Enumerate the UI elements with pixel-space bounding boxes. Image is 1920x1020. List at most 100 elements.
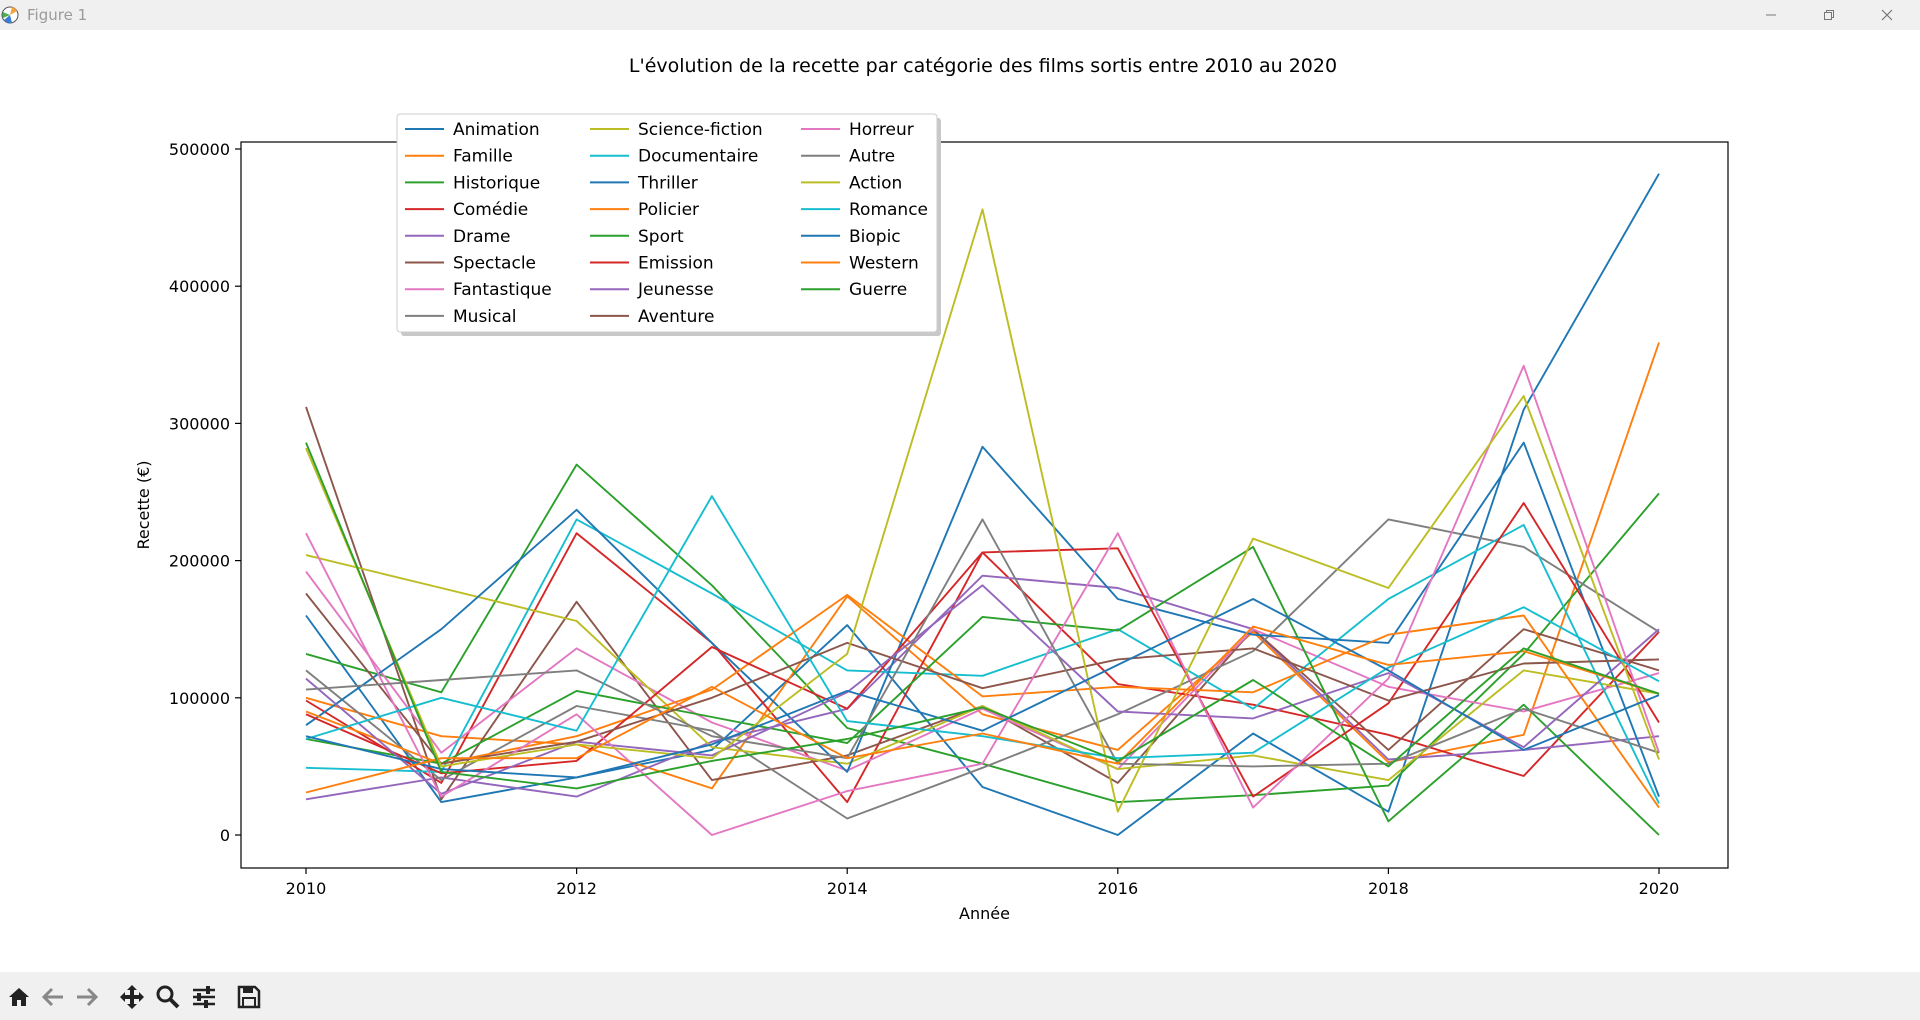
legend-label: Western (849, 254, 919, 274)
legend-label: Policier (638, 200, 699, 220)
figure-canvas: L'évolution de la recette par catégorie … (0, 30, 1920, 972)
x-tick-label: 2016 (1097, 879, 1138, 898)
zoom-icon (156, 985, 180, 1009)
matplotlib-app-icon (1, 6, 19, 24)
y-axis-label: Recette (€) (134, 460, 153, 549)
legend-item: Horreur (801, 120, 914, 140)
back-icon (41, 987, 63, 1007)
legend-item: Musical (405, 307, 517, 327)
configure-icon (193, 986, 215, 1008)
close-icon (1881, 9, 1893, 21)
legend-label: Drame (453, 227, 511, 247)
restore-icon (1824, 10, 1834, 20)
pan-icon (120, 985, 144, 1009)
y-tick-label: 0 (220, 826, 230, 845)
legend-label: Fantastique (453, 280, 552, 300)
save-button[interactable] (232, 980, 266, 1014)
navigation-toolbar (0, 972, 1920, 1020)
series-line-musical (305, 518, 1660, 820)
series-line-animation (305, 173, 1660, 836)
series-line-historique (305, 463, 1660, 804)
legend-item: Sport (590, 227, 684, 247)
legend-label: Romance (849, 200, 928, 220)
legend-item: Historique (405, 173, 540, 193)
series-line-biopic (305, 598, 1660, 779)
series-line-policier (305, 593, 1660, 809)
x-tick-label: 2020 (1639, 879, 1680, 898)
series-line-drame (305, 574, 1660, 801)
legend-label: Musical (453, 307, 517, 327)
legend-label: Documentaire (638, 147, 758, 167)
legend-box (396, 113, 938, 333)
legend-item: Jeunesse (590, 280, 714, 300)
back-button[interactable] (36, 980, 70, 1014)
series-line-sport (305, 545, 1660, 836)
y-tick-label: 200000 (169, 552, 230, 571)
series-line-western (305, 625, 1660, 794)
legend-label: Historique (453, 173, 540, 193)
configure-button[interactable] (187, 980, 221, 1014)
y-tick-label: 300000 (169, 414, 230, 433)
line-chart: L'évolution de la recette par catégorie … (134, 55, 1729, 923)
legend-label: Comédie (453, 200, 528, 220)
series-line-romance (305, 495, 1660, 760)
legend-item: Policier (590, 200, 699, 220)
home-icon (9, 988, 29, 1006)
legend-label: Jeunesse (637, 280, 714, 300)
legend-item: Drame (405, 227, 511, 247)
legend-item: Documentaire (590, 147, 758, 167)
y-tick-label: 100000 (169, 689, 230, 708)
series-line-fantastique (305, 571, 1660, 772)
series-line-emission (305, 502, 1660, 798)
series-line-aventure (305, 592, 1660, 765)
legend-item: Fantastique (405, 280, 552, 300)
x-axis-label: Année (959, 904, 1010, 923)
legend-item: Action (801, 173, 902, 193)
legend-item: Autre (801, 147, 895, 167)
y-tick-label: 500000 (169, 140, 230, 159)
legend-item: Comédie (405, 200, 528, 220)
legend-item: Thriller (590, 173, 698, 193)
legend-item: Biopic (801, 227, 901, 247)
legend-item: Spectacle (405, 254, 536, 274)
minimize-icon (1766, 14, 1776, 16)
zoom-button[interactable] (151, 980, 185, 1014)
legend-label: Thriller (637, 173, 698, 193)
legend-item: Guerre (801, 280, 907, 300)
x-tick-label: 2010 (286, 879, 327, 898)
x-tick-label: 2012 (556, 879, 597, 898)
series-line-horreur (305, 364, 1660, 836)
home-button[interactable] (2, 980, 36, 1014)
legend-label: Autre (849, 147, 895, 167)
window-title: Figure 1 (27, 6, 88, 24)
legend-label: Science-fiction (638, 120, 763, 140)
legend-item: Famille (405, 147, 513, 167)
legend-label: Horreur (849, 120, 914, 140)
legend-label: Sport (638, 227, 684, 247)
legend-label: Guerre (849, 280, 907, 300)
forward-button[interactable] (70, 980, 104, 1014)
series-group (305, 173, 1660, 836)
pan-button[interactable] (115, 980, 149, 1014)
restore-button[interactable] (1806, 0, 1852, 30)
legend-item: Aventure (590, 307, 714, 327)
legend-label: Aventure (638, 307, 714, 327)
legend-label: Animation (453, 120, 540, 140)
series-line-science-fiction (305, 554, 1660, 782)
series-line-famille (305, 342, 1660, 790)
legend-item: Western (801, 254, 919, 274)
save-icon (237, 985, 261, 1009)
close-button[interactable] (1864, 0, 1910, 30)
minimize-button[interactable] (1748, 0, 1794, 30)
x-tick-label: 2018 (1368, 879, 1409, 898)
series-line-documentaire (305, 518, 1660, 804)
legend-item: Emission (590, 254, 714, 274)
legend-item: Science-fiction (590, 120, 763, 140)
window-titlebar: Figure 1 (0, 0, 1920, 30)
legend-label: Action (849, 173, 902, 193)
forward-icon (77, 987, 99, 1007)
series-line-guerre (305, 442, 1660, 790)
y-tick-label: 400000 (169, 277, 230, 296)
legend-label: Emission (638, 254, 714, 274)
legend-label: Famille (453, 147, 513, 167)
